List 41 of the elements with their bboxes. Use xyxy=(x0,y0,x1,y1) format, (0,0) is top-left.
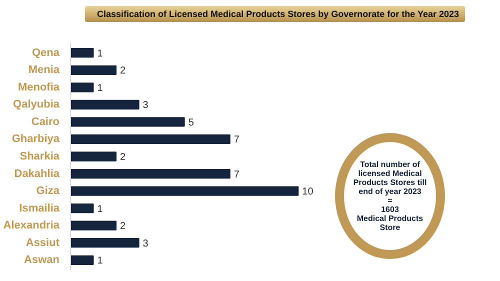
bar xyxy=(70,100,140,110)
data-label: 1 xyxy=(97,48,104,60)
bar xyxy=(70,65,117,75)
bar xyxy=(70,255,94,265)
data-label: 3 xyxy=(142,100,149,112)
y-tick-label: Sharkia xyxy=(20,150,60,162)
data-label: 1 xyxy=(97,204,104,215)
data-label: 7 xyxy=(234,134,240,146)
bar xyxy=(70,82,94,92)
bar xyxy=(70,204,94,214)
bar xyxy=(70,238,140,248)
bar xyxy=(70,220,117,230)
data-label: 3 xyxy=(142,238,149,250)
y-tick-label: Qalyubia xyxy=(13,98,60,111)
y-tick-label: Assiut xyxy=(26,236,60,249)
data-label: 1 xyxy=(97,82,104,94)
data-label: 2 xyxy=(120,66,126,77)
text: Total number of licensed Medical Products Stores till end of year 2023 = 1603 Medical Products Store xyxy=(335,133,445,259)
data-label: 7 xyxy=(234,169,240,180)
bar xyxy=(70,117,185,127)
y-tick-label: Dakahlia xyxy=(14,168,60,180)
y-tick-label: Menofia xyxy=(18,81,60,94)
bar xyxy=(70,152,117,162)
y-tick-label: Ismailia xyxy=(19,202,60,214)
y-tick-label: Qena xyxy=(32,46,60,59)
data-label: 2 xyxy=(120,152,126,163)
chart-title: Classification of Licensed Medical Products Stores by Governorate for the Year 2023 xyxy=(85,6,465,22)
data-label: 10 xyxy=(302,186,314,198)
data-label: 1 xyxy=(97,256,104,267)
bar xyxy=(70,168,230,179)
y-tick-label: Cairo xyxy=(31,116,60,128)
y-tick-label: Alexandria xyxy=(3,220,60,232)
y-tick-label: Aswan xyxy=(24,254,60,266)
y-tick-label: Menia xyxy=(28,64,60,76)
bar xyxy=(70,48,94,58)
y-tick-label: Gharbiya xyxy=(12,133,60,146)
data-label: 5 xyxy=(188,117,194,128)
bar xyxy=(70,186,299,196)
y-tick-label: Giza xyxy=(36,185,60,198)
bar xyxy=(70,134,230,144)
data-label: 2 xyxy=(120,221,126,232)
